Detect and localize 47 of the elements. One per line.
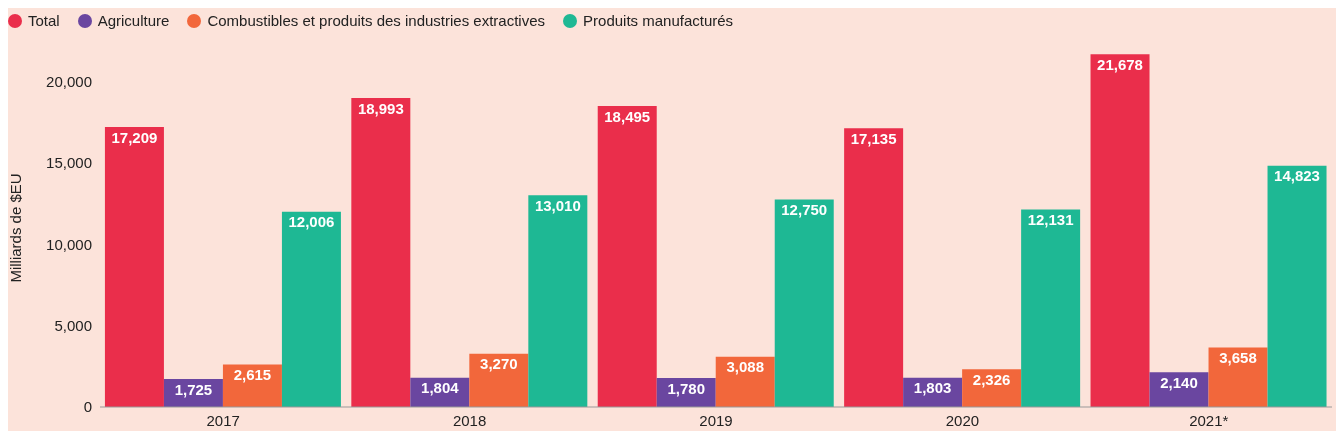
bar xyxy=(597,106,657,407)
bar xyxy=(1267,165,1327,407)
legend-label: Total xyxy=(28,12,60,29)
data-label: 3,658 xyxy=(1219,349,1257,367)
legend-label: Agriculture xyxy=(97,12,170,29)
data-label: 1,725 xyxy=(174,380,213,398)
y-tick-label: 0 xyxy=(83,398,92,416)
x-tick-label: 2020 xyxy=(945,411,980,429)
legend-label: Combustibles et produits des industries extractives xyxy=(207,12,546,29)
data-label: 3,270 xyxy=(480,355,518,373)
data-label: 13,010 xyxy=(534,196,581,214)
data-label: 2,326 xyxy=(972,370,1011,388)
data-label: 17,135 xyxy=(850,129,897,147)
bar xyxy=(844,128,904,407)
y-tick-label: 5,000 xyxy=(54,316,92,334)
legend-label: Produits manufacturés xyxy=(583,12,734,29)
bar xyxy=(469,353,529,407)
data-label: 18,993 xyxy=(357,99,404,117)
x-tick-label: 2017 xyxy=(206,411,240,429)
data-label: 1,804 xyxy=(421,379,460,397)
data-label: 3,088 xyxy=(726,358,764,376)
x-tick-label: 2019 xyxy=(699,411,733,429)
x-tick-label: 2021* xyxy=(1189,411,1229,429)
data-label: 21,678 xyxy=(1097,55,1143,73)
y-tick-label: 15,000 xyxy=(46,154,92,172)
bar xyxy=(281,211,341,407)
data-label: 1,803 xyxy=(913,379,952,397)
data-label: 18,495 xyxy=(604,107,651,125)
bar xyxy=(351,97,411,407)
x-tick-label: 2018 xyxy=(452,411,487,429)
y-axis-title: Milliards de $EU xyxy=(7,173,25,283)
bar xyxy=(104,126,164,407)
bar xyxy=(528,195,588,407)
data-label: 12,006 xyxy=(288,213,335,231)
y-tick-label: 10,000 xyxy=(46,235,92,253)
data-label: 2,140 xyxy=(1160,373,1198,391)
bar xyxy=(1208,347,1268,407)
data-label: 12,131 xyxy=(1027,211,1074,229)
data-label: 12,750 xyxy=(781,201,828,219)
data-label: 14,823 xyxy=(1274,167,1320,185)
y-tick-label: 20,000 xyxy=(46,72,92,90)
bar xyxy=(1090,54,1150,407)
bar xyxy=(1021,209,1081,407)
data-label: 17,209 xyxy=(111,128,158,146)
bar xyxy=(774,199,834,407)
data-label: 2,615 xyxy=(233,366,272,384)
data-label: 1,780 xyxy=(667,379,705,397)
